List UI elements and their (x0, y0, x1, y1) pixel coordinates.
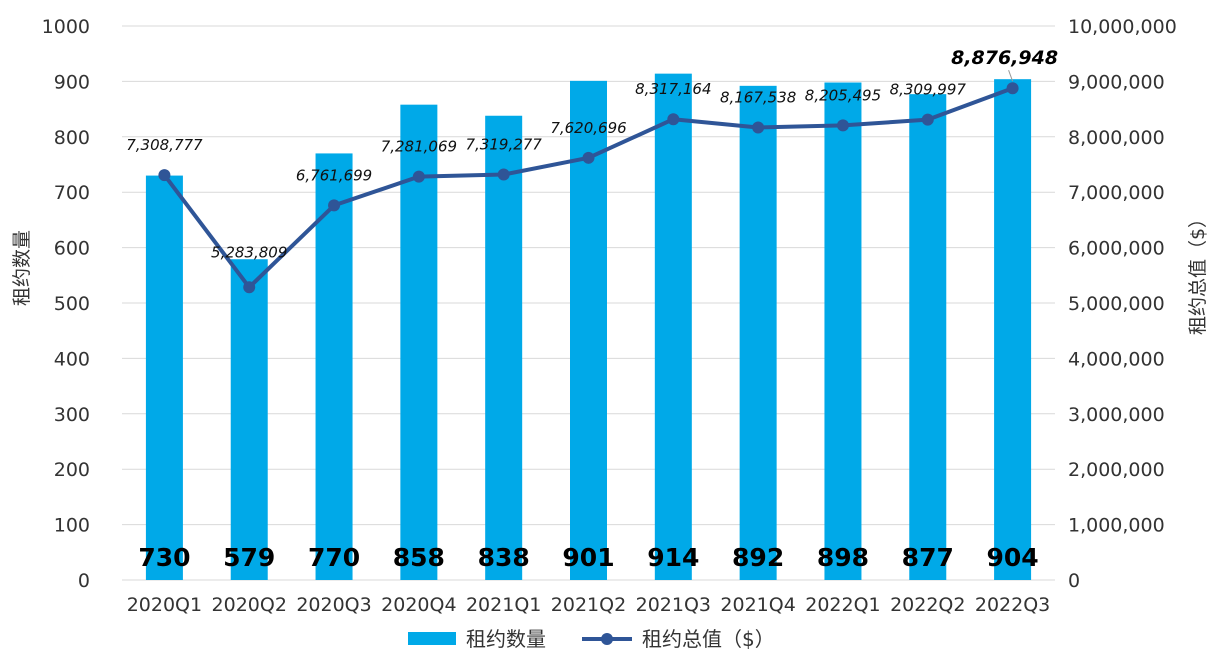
bar (909, 94, 947, 580)
bar (994, 79, 1032, 581)
line-point (158, 169, 171, 182)
bar-data-label: 838 (478, 543, 530, 572)
bar (654, 73, 692, 581)
left-tick-label: 100 (54, 515, 90, 537)
right-tick-label: 6,000,000 (1068, 238, 1165, 260)
line-point (328, 199, 341, 212)
line-data-label: 6,761,699 (296, 166, 372, 184)
left-tick-label: 0 (78, 570, 90, 592)
line-point (243, 281, 256, 294)
line-data-label: 7,319,277 (466, 136, 543, 154)
x-tick-label: 2022Q1 (805, 594, 880, 616)
right-tick-label: 5,000,000 (1068, 293, 1165, 315)
x-axis-ticks: 2020Q1 2020Q2 2020Q3 2020Q4 2021Q1 2021Q2 2021… (127, 594, 1051, 616)
line-data-label: 8,876,948 (951, 47, 1058, 69)
line-data-label: 7,281,069 (381, 138, 457, 156)
bar-data-label: 892 (732, 543, 784, 572)
right-axis-ticks: 0 1,000,000 2,000,000 3,000,000 4,000,000 5,0… (1068, 16, 1177, 592)
bar (824, 82, 862, 581)
x-tick-label: 2021Q1 (466, 594, 541, 616)
x-tick-label: 2020Q1 (127, 594, 202, 616)
right-axis-title: 租约总值（$） (1187, 209, 1209, 335)
x-tick-label: 2022Q3 (975, 594, 1050, 616)
left-tick-label: 800 (54, 127, 90, 149)
bar (485, 115, 523, 581)
bar-data-label: 904 (986, 543, 1038, 572)
line-data-label: 8,205,495 (805, 86, 881, 104)
bar-value-labels: 730 579 770 858 838 901 914 892 898 877 904 (138, 543, 1038, 572)
right-tick-label: 8,000,000 (1068, 127, 1165, 149)
right-tick-label: 7,000,000 (1068, 182, 1165, 204)
line-point (921, 113, 934, 126)
line-point (497, 168, 510, 181)
bar (315, 153, 353, 581)
right-tick-label: 0 (1068, 570, 1080, 592)
legend-bar-label: 租约数量 (466, 627, 546, 651)
left-tick-label: 200 (54, 459, 90, 481)
bar-data-label: 730 (138, 543, 190, 572)
bar-data-label: 877 (902, 543, 954, 572)
right-tick-label: 9,000,000 (1068, 71, 1165, 93)
bar (145, 175, 183, 580)
right-tick-label: 4,000,000 (1068, 348, 1165, 370)
line-point (412, 170, 425, 183)
left-tick-label: 900 (54, 71, 90, 93)
bar-data-label: 770 (308, 543, 360, 572)
right-tick-label: 10,000,000 (1068, 16, 1177, 38)
left-tick-label: 700 (54, 182, 90, 204)
x-tick-label: 2021Q3 (636, 594, 711, 616)
x-tick-label: 2020Q4 (381, 594, 456, 616)
x-tick-label: 2022Q2 (890, 594, 965, 616)
x-tick-label: 2020Q3 (296, 594, 371, 616)
line-series (158, 82, 1019, 294)
legend-bar-swatch (408, 632, 456, 645)
legend-line-marker (601, 633, 613, 645)
x-tick-label: 2020Q2 (212, 594, 287, 616)
line-point (836, 119, 849, 132)
bar-data-label: 914 (647, 543, 699, 572)
bar (739, 85, 777, 580)
left-tick-label: 500 (54, 293, 90, 315)
bar (230, 259, 268, 580)
line-point (1006, 82, 1019, 95)
left-tick-label: 300 (54, 404, 90, 426)
x-tick-label: 2021Q4 (720, 594, 795, 616)
x-tick-label: 2021Q2 (551, 594, 626, 616)
right-tick-label: 1,000,000 (1068, 515, 1165, 537)
legend: 租约数量 租约总值（$） (408, 627, 775, 651)
right-tick-label: 3,000,000 (1068, 404, 1165, 426)
line-point (752, 121, 765, 134)
line-value-labels: 7,308,777 5,283,809 6,761,699 7,281,069 7,31… (126, 47, 1058, 261)
bar-series (145, 73, 1032, 581)
left-axis-ticks: 0 100 200 300 400 500 600 700 800 900 1000 (42, 16, 90, 592)
left-tick-label: 400 (54, 348, 90, 370)
line-point (582, 151, 595, 164)
line-data-label: 8,167,538 (720, 89, 796, 107)
left-axis-title: 租约数量 (11, 230, 33, 306)
label-leader-line (1008, 70, 1014, 82)
line-data-label: 7,620,696 (550, 119, 626, 137)
line-point (667, 113, 680, 126)
bar-data-label: 901 (562, 543, 614, 572)
line-data-label: 8,317,164 (635, 80, 711, 98)
bar-data-label: 898 (817, 543, 869, 572)
line-data-label: 7,308,777 (126, 136, 203, 154)
bar-data-label: 579 (223, 543, 275, 572)
legend-line-label: 租约总值（$） (642, 627, 775, 651)
bar-data-label: 858 (393, 543, 445, 572)
right-tick-label: 2,000,000 (1068, 459, 1165, 481)
left-tick-label: 1000 (42, 16, 90, 38)
line-data-label: 8,309,997 (890, 81, 967, 99)
line-data-label: 5,283,809 (211, 243, 287, 261)
bar (400, 104, 438, 580)
left-tick-label: 600 (54, 238, 90, 260)
bar (570, 80, 607, 580)
